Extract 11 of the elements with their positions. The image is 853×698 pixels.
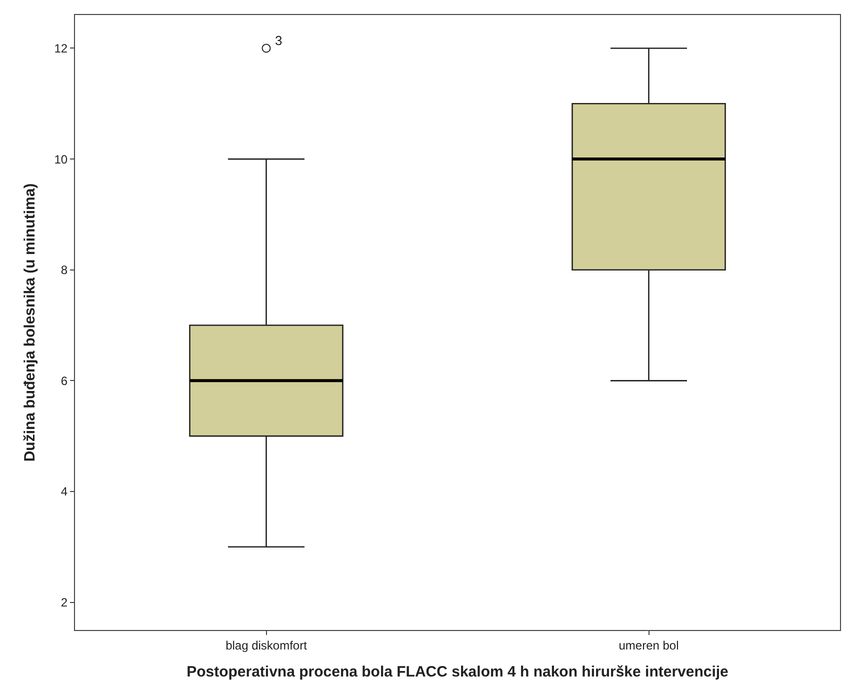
y-tick-label: 4	[60, 484, 68, 499]
y-tick-label: 8	[60, 263, 68, 278]
y-tick-label: 10	[54, 152, 68, 166]
y-tick-label: 6	[60, 374, 68, 388]
x-axis-title: Postoperativna procena bola FLACC skalom 4 h nakon hirurške intervencije	[186, 663, 728, 680]
y-axis-title: Dužina buđenja bolesnika (u minutima)	[21, 183, 38, 462]
y-tick-label: 2	[60, 596, 68, 610]
annotation: 3	[275, 33, 282, 48]
x-tick-label: umeren bol	[618, 638, 679, 652]
y-tick-label: 12	[54, 41, 68, 56]
x-tick-label: blag diskomfort	[226, 638, 308, 652]
